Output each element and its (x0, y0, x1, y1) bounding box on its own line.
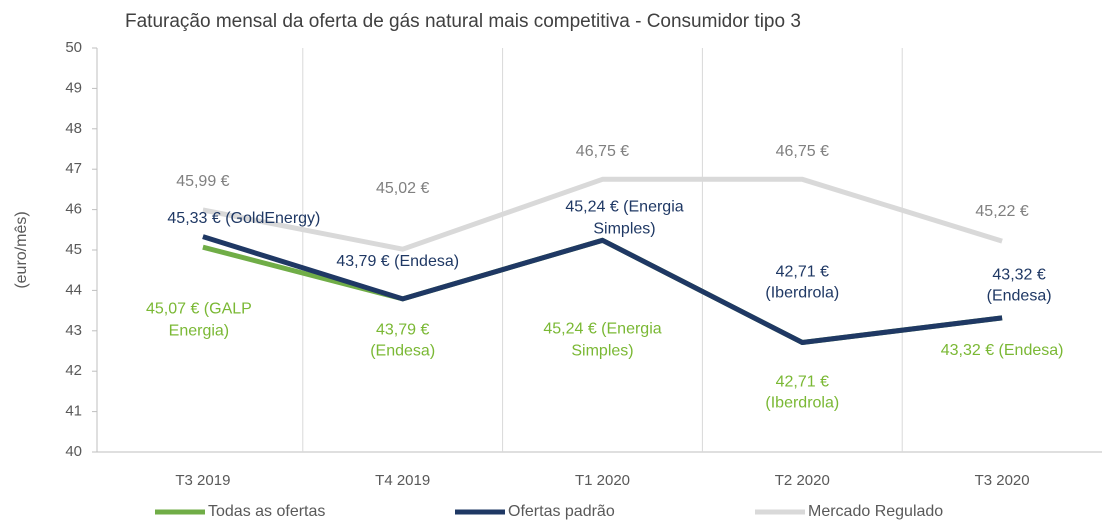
value-label: 45,07 € (GALP Energia) (145, 300, 252, 340)
x-tick-label: T3 2019 (175, 472, 230, 489)
legend-label: Mercado Regulado (808, 503, 943, 520)
value-label: 43,32 € (Endesa) (940, 342, 1064, 360)
value-label: 42,71 € (Iberdrola) (765, 262, 840, 302)
value-label: 46,75 € (575, 143, 630, 161)
chart-title: Faturação mensal da oferta de gás natura… (125, 11, 801, 32)
legend-label: Ofertas padrão (508, 503, 615, 520)
x-tick-label: T1 2020 (575, 472, 630, 489)
value-label: 46,75 € (775, 143, 829, 161)
legend-label: Todas as ofertas (208, 503, 325, 520)
series-line (202, 176, 1003, 252)
value-label: 45,99 € (176, 173, 230, 191)
y-tick-label: 45 (65, 241, 82, 258)
x-tick-label: T4 2019 (375, 472, 430, 489)
y-tick-label: 42 (65, 362, 82, 379)
value-label: 42,71 € (Iberdrola) (765, 372, 840, 412)
y-tick-label: 43 (65, 322, 82, 339)
value-label: 45,24 € (Energia Simples) (565, 198, 684, 238)
value-label: 45,02 € (375, 180, 430, 198)
value-label: 45,33 € (GoldEnergy) (167, 209, 321, 227)
value-label: 43,32 € (Endesa) (986, 266, 1052, 305)
y-tick-label: 50 (65, 39, 82, 56)
y-tick-label: 46 (65, 201, 82, 218)
value-label: 45,22 € (975, 203, 1029, 221)
y-tick-label: 49 (65, 79, 82, 96)
value-label: 45,24 € (Energia Simples) (543, 320, 662, 360)
value-label: 43,79 € (Endesa) (336, 253, 460, 271)
y-tick-label: 40 (65, 443, 82, 460)
x-tick-label: T2 2020 (775, 472, 830, 489)
y-axis-label: (euro/mês) (13, 211, 30, 288)
y-tick-label: 48 (65, 120, 82, 137)
y-tick-label: 47 (65, 160, 82, 177)
series-line (202, 234, 1003, 346)
y-tick-label: 41 (65, 403, 82, 420)
x-tick-label: T3 2020 (975, 472, 1030, 489)
value-label: 43,79 € (Endesa) (370, 321, 436, 360)
y-tick-label: 44 (65, 281, 82, 298)
